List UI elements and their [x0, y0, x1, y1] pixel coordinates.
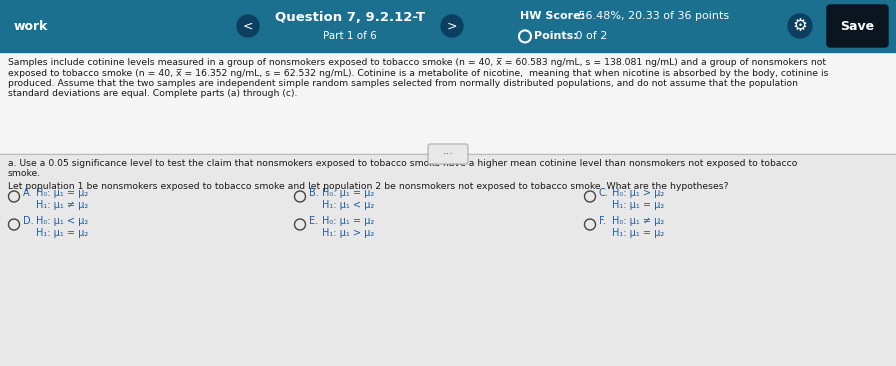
- Text: H₁: μ₁ = μ₂: H₁: μ₁ = μ₂: [37, 228, 89, 238]
- Text: F.: F.: [599, 217, 606, 227]
- Text: H₀: μ₁ > μ₂: H₀: μ₁ > μ₂: [613, 188, 665, 198]
- Text: B.: B.: [308, 188, 318, 198]
- Bar: [0, 154, 896, 366]
- Text: D.: D.: [22, 217, 33, 227]
- Circle shape: [441, 15, 463, 37]
- Text: exposed to tobacco smoke (n = 40, x̅ = 16.352 ng/mL, s = 62.532 ng/mL). Cotinine: exposed to tobacco smoke (n = 40, x̅ = 1…: [8, 68, 829, 78]
- Text: A.: A.: [22, 188, 32, 198]
- Text: smoke.: smoke.: [8, 169, 41, 179]
- FancyBboxPatch shape: [428, 144, 468, 164]
- Text: Question 7, 9.2.12-T: Question 7, 9.2.12-T: [275, 11, 425, 24]
- Text: Let population 1 be nonsmokers exposed to tobacco smoke and let population 2 be : Let population 1 be nonsmokers exposed t…: [8, 182, 728, 191]
- Text: H₀: μ₁ < μ₂: H₀: μ₁ < μ₂: [37, 217, 89, 227]
- Bar: [0, 0, 896, 52]
- Text: <: <: [243, 19, 254, 33]
- Text: ⚙: ⚙: [793, 17, 807, 35]
- Text: standard deviations are equal. Complete parts (a) through (c).: standard deviations are equal. Complete …: [8, 90, 297, 98]
- Text: H₁: μ₁ = μ₂: H₁: μ₁ = μ₂: [613, 199, 665, 209]
- Text: H₀: μ₁ ≠ μ₂: H₀: μ₁ ≠ μ₂: [613, 217, 665, 227]
- Text: H₁: μ₁ < μ₂: H₁: μ₁ < μ₂: [323, 199, 375, 209]
- Text: a. Use a 0.05 significance level to test the claim that nonsmokers exposed to to: a. Use a 0.05 significance level to test…: [8, 159, 797, 168]
- Text: >: >: [447, 19, 457, 33]
- Bar: [0, 52, 896, 152]
- Text: Points:: Points:: [534, 31, 578, 41]
- Text: HW Score:: HW Score:: [520, 11, 585, 20]
- FancyBboxPatch shape: [827, 5, 888, 47]
- Circle shape: [788, 14, 812, 38]
- Text: 56.48%, 20.33 of 36 points: 56.48%, 20.33 of 36 points: [575, 11, 729, 20]
- Text: Samples include cotinine levels measured in a group of nonsmokers exposed to tob: Samples include cotinine levels measured…: [8, 58, 826, 67]
- Text: H₀: μ₁ = μ₂: H₀: μ₁ = μ₂: [323, 217, 375, 227]
- Text: Part 1 of 6: Part 1 of 6: [323, 31, 377, 41]
- Circle shape: [237, 15, 259, 37]
- Text: Save: Save: [840, 19, 874, 33]
- Text: H₁: μ₁ = μ₂: H₁: μ₁ = μ₂: [613, 228, 665, 238]
- Text: produced. Assume that the two samples are independent simple random samples sele: produced. Assume that the two samples ar…: [8, 79, 798, 88]
- Text: C.: C.: [599, 188, 608, 198]
- Text: H₀: μ₁ = μ₂: H₀: μ₁ = μ₂: [37, 188, 89, 198]
- Text: H₀: μ₁ = μ₂: H₀: μ₁ = μ₂: [323, 188, 375, 198]
- Text: H₁: μ₁ > μ₂: H₁: μ₁ > μ₂: [323, 228, 375, 238]
- Text: H₁: μ₁ ≠ μ₂: H₁: μ₁ ≠ μ₂: [37, 199, 89, 209]
- Text: ···: ···: [443, 149, 453, 159]
- Text: work: work: [14, 19, 48, 33]
- Text: 0 of 2: 0 of 2: [572, 31, 607, 41]
- Text: E.: E.: [308, 217, 317, 227]
